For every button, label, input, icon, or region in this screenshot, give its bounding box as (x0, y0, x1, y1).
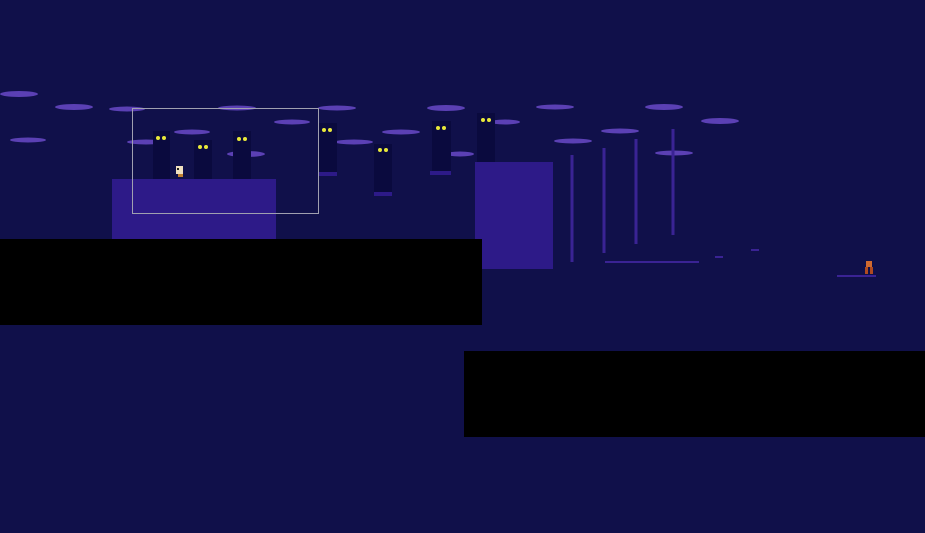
cloud (109, 106, 145, 112)
black-panel (464, 351, 925, 437)
cloud (446, 151, 474, 157)
block (475, 162, 553, 269)
pillar (374, 144, 392, 196)
cloud (490, 119, 520, 125)
cloud (55, 104, 93, 110)
cloud (274, 119, 310, 125)
bars (570, 129, 876, 277)
pillar (477, 113, 495, 162)
black-panel (0, 239, 482, 325)
cloud (174, 129, 210, 135)
pillar (153, 131, 170, 179)
pillar (194, 140, 212, 179)
cloud (554, 138, 592, 144)
cloud (427, 105, 465, 111)
enemy (865, 261, 873, 274)
platform (112, 179, 276, 239)
camera-frame (132, 108, 319, 214)
cloud (382, 129, 420, 135)
cloud (701, 118, 739, 124)
pillar (233, 131, 251, 179)
cloud (536, 104, 574, 110)
cloud (10, 137, 46, 143)
pillar (430, 121, 451, 175)
cloud (601, 128, 639, 134)
cloud (645, 104, 683, 110)
pillars (153, 113, 495, 196)
cloud (335, 139, 373, 145)
cloud (0, 91, 38, 97)
player (176, 166, 183, 177)
cloud (318, 105, 356, 111)
pillar (319, 123, 337, 176)
